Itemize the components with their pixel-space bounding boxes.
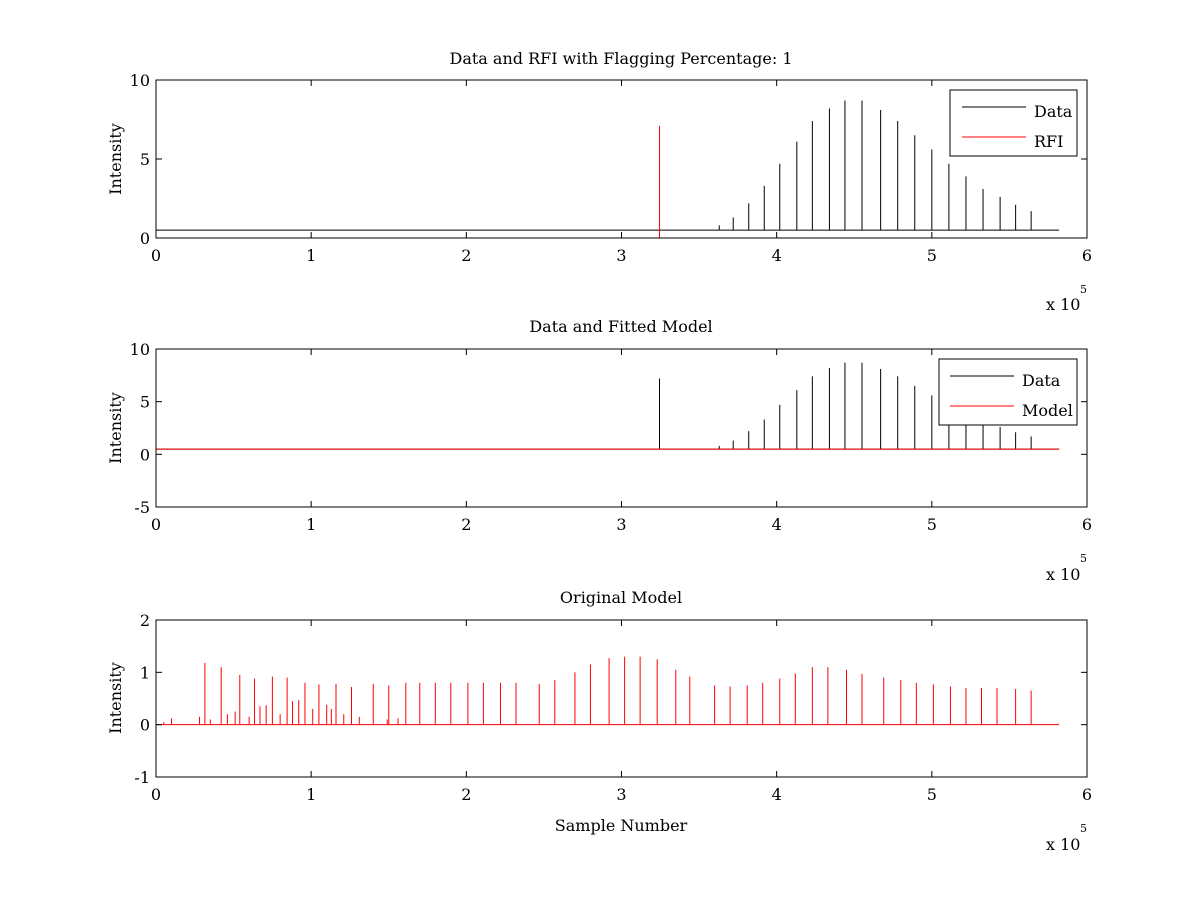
legend-box bbox=[938, 358, 1078, 426]
x-tick-label: 4 bbox=[772, 785, 782, 804]
y-tick-label: 1 bbox=[140, 663, 150, 682]
legend-label-data: Data bbox=[1022, 371, 1061, 390]
x-tick-label: 6 bbox=[1082, 785, 1092, 804]
x-tick-label: 3 bbox=[616, 246, 626, 265]
y-tick-label: 5 bbox=[140, 393, 150, 412]
x-tick-label: 2 bbox=[461, 785, 471, 804]
x-tick-label: 2 bbox=[461, 515, 471, 534]
x-tick-label: 5 bbox=[927, 515, 937, 534]
subplot-1: Data and RFI with Flagging Percentage: 1… bbox=[106, 49, 1092, 314]
subplot-3-exponent: x 10 bbox=[1046, 835, 1080, 854]
subplot-1-ylabel: Intensity bbox=[106, 123, 125, 195]
y-tick-label: 0 bbox=[140, 229, 150, 248]
x-tick-label: 6 bbox=[1082, 246, 1092, 265]
y-tick-label: 10 bbox=[130, 71, 150, 90]
y-tick-label: 0 bbox=[140, 716, 150, 735]
subplot-1-plot-area: 0 1 2 3 4 5 6 0 5 10 bbox=[130, 71, 1092, 265]
x-tick-label: 2 bbox=[461, 246, 471, 265]
subplot-3-exponent-power: 5 bbox=[1080, 822, 1087, 835]
subplot-2-legend: Data Model bbox=[938, 358, 1078, 426]
legend-label-rfi: RFI bbox=[1034, 132, 1063, 151]
subplot-1-exponent-power: 5 bbox=[1080, 283, 1087, 296]
y-tick-label: -1 bbox=[134, 768, 150, 787]
subplot-3-xlabel: Sample Number bbox=[555, 816, 688, 835]
subplot-2-exponent: x 10 bbox=[1046, 565, 1080, 584]
subplot-2-ylabel: Intensity bbox=[106, 392, 125, 464]
x-tick-label: 1 bbox=[306, 515, 316, 534]
x-tick-label: 0 bbox=[151, 515, 161, 534]
x-tick-label: 1 bbox=[306, 785, 316, 804]
subplot-3-title: Original Model bbox=[560, 588, 682, 607]
x-tick-label: 3 bbox=[616, 785, 626, 804]
legend-label-data: Data bbox=[1034, 102, 1073, 121]
x-tick-label: 5 bbox=[927, 785, 937, 804]
y-tick-label: -5 bbox=[134, 498, 150, 517]
x-tick-label: 0 bbox=[151, 246, 161, 265]
subplot-2-exponent-power: 5 bbox=[1080, 552, 1087, 565]
subplot-2-title: Data and Fitted Model bbox=[529, 317, 712, 336]
subplot-2: Data and Fitted Model Intensity 0 1 2 3 4 5 6 -… bbox=[106, 317, 1092, 584]
subplot-3-ylabel: Intensity bbox=[106, 662, 125, 734]
subplot-1-title: Data and RFI with Flagging Percentage: 1 bbox=[449, 49, 792, 68]
x-tick-label: 4 bbox=[772, 246, 782, 265]
x-tick-label: 3 bbox=[616, 515, 626, 534]
y-tick-label: 2 bbox=[140, 611, 150, 630]
x-tick-label: 1 bbox=[306, 246, 316, 265]
x-tick-label: 4 bbox=[772, 515, 782, 534]
y-tick-label: 5 bbox=[140, 150, 150, 169]
x-tick-label: 6 bbox=[1082, 515, 1092, 534]
x-tick-label: 5 bbox=[927, 246, 937, 265]
y-tick-label: 10 bbox=[130, 340, 150, 359]
subplot-1-legend: Data RFI bbox=[949, 89, 1078, 157]
subplot-1-exponent: x 10 bbox=[1046, 295, 1080, 314]
legend-box bbox=[949, 89, 1078, 157]
y-tick-label: 0 bbox=[140, 445, 150, 464]
legend-label-model: Model bbox=[1022, 401, 1073, 420]
x-tick-label: 0 bbox=[151, 785, 161, 804]
